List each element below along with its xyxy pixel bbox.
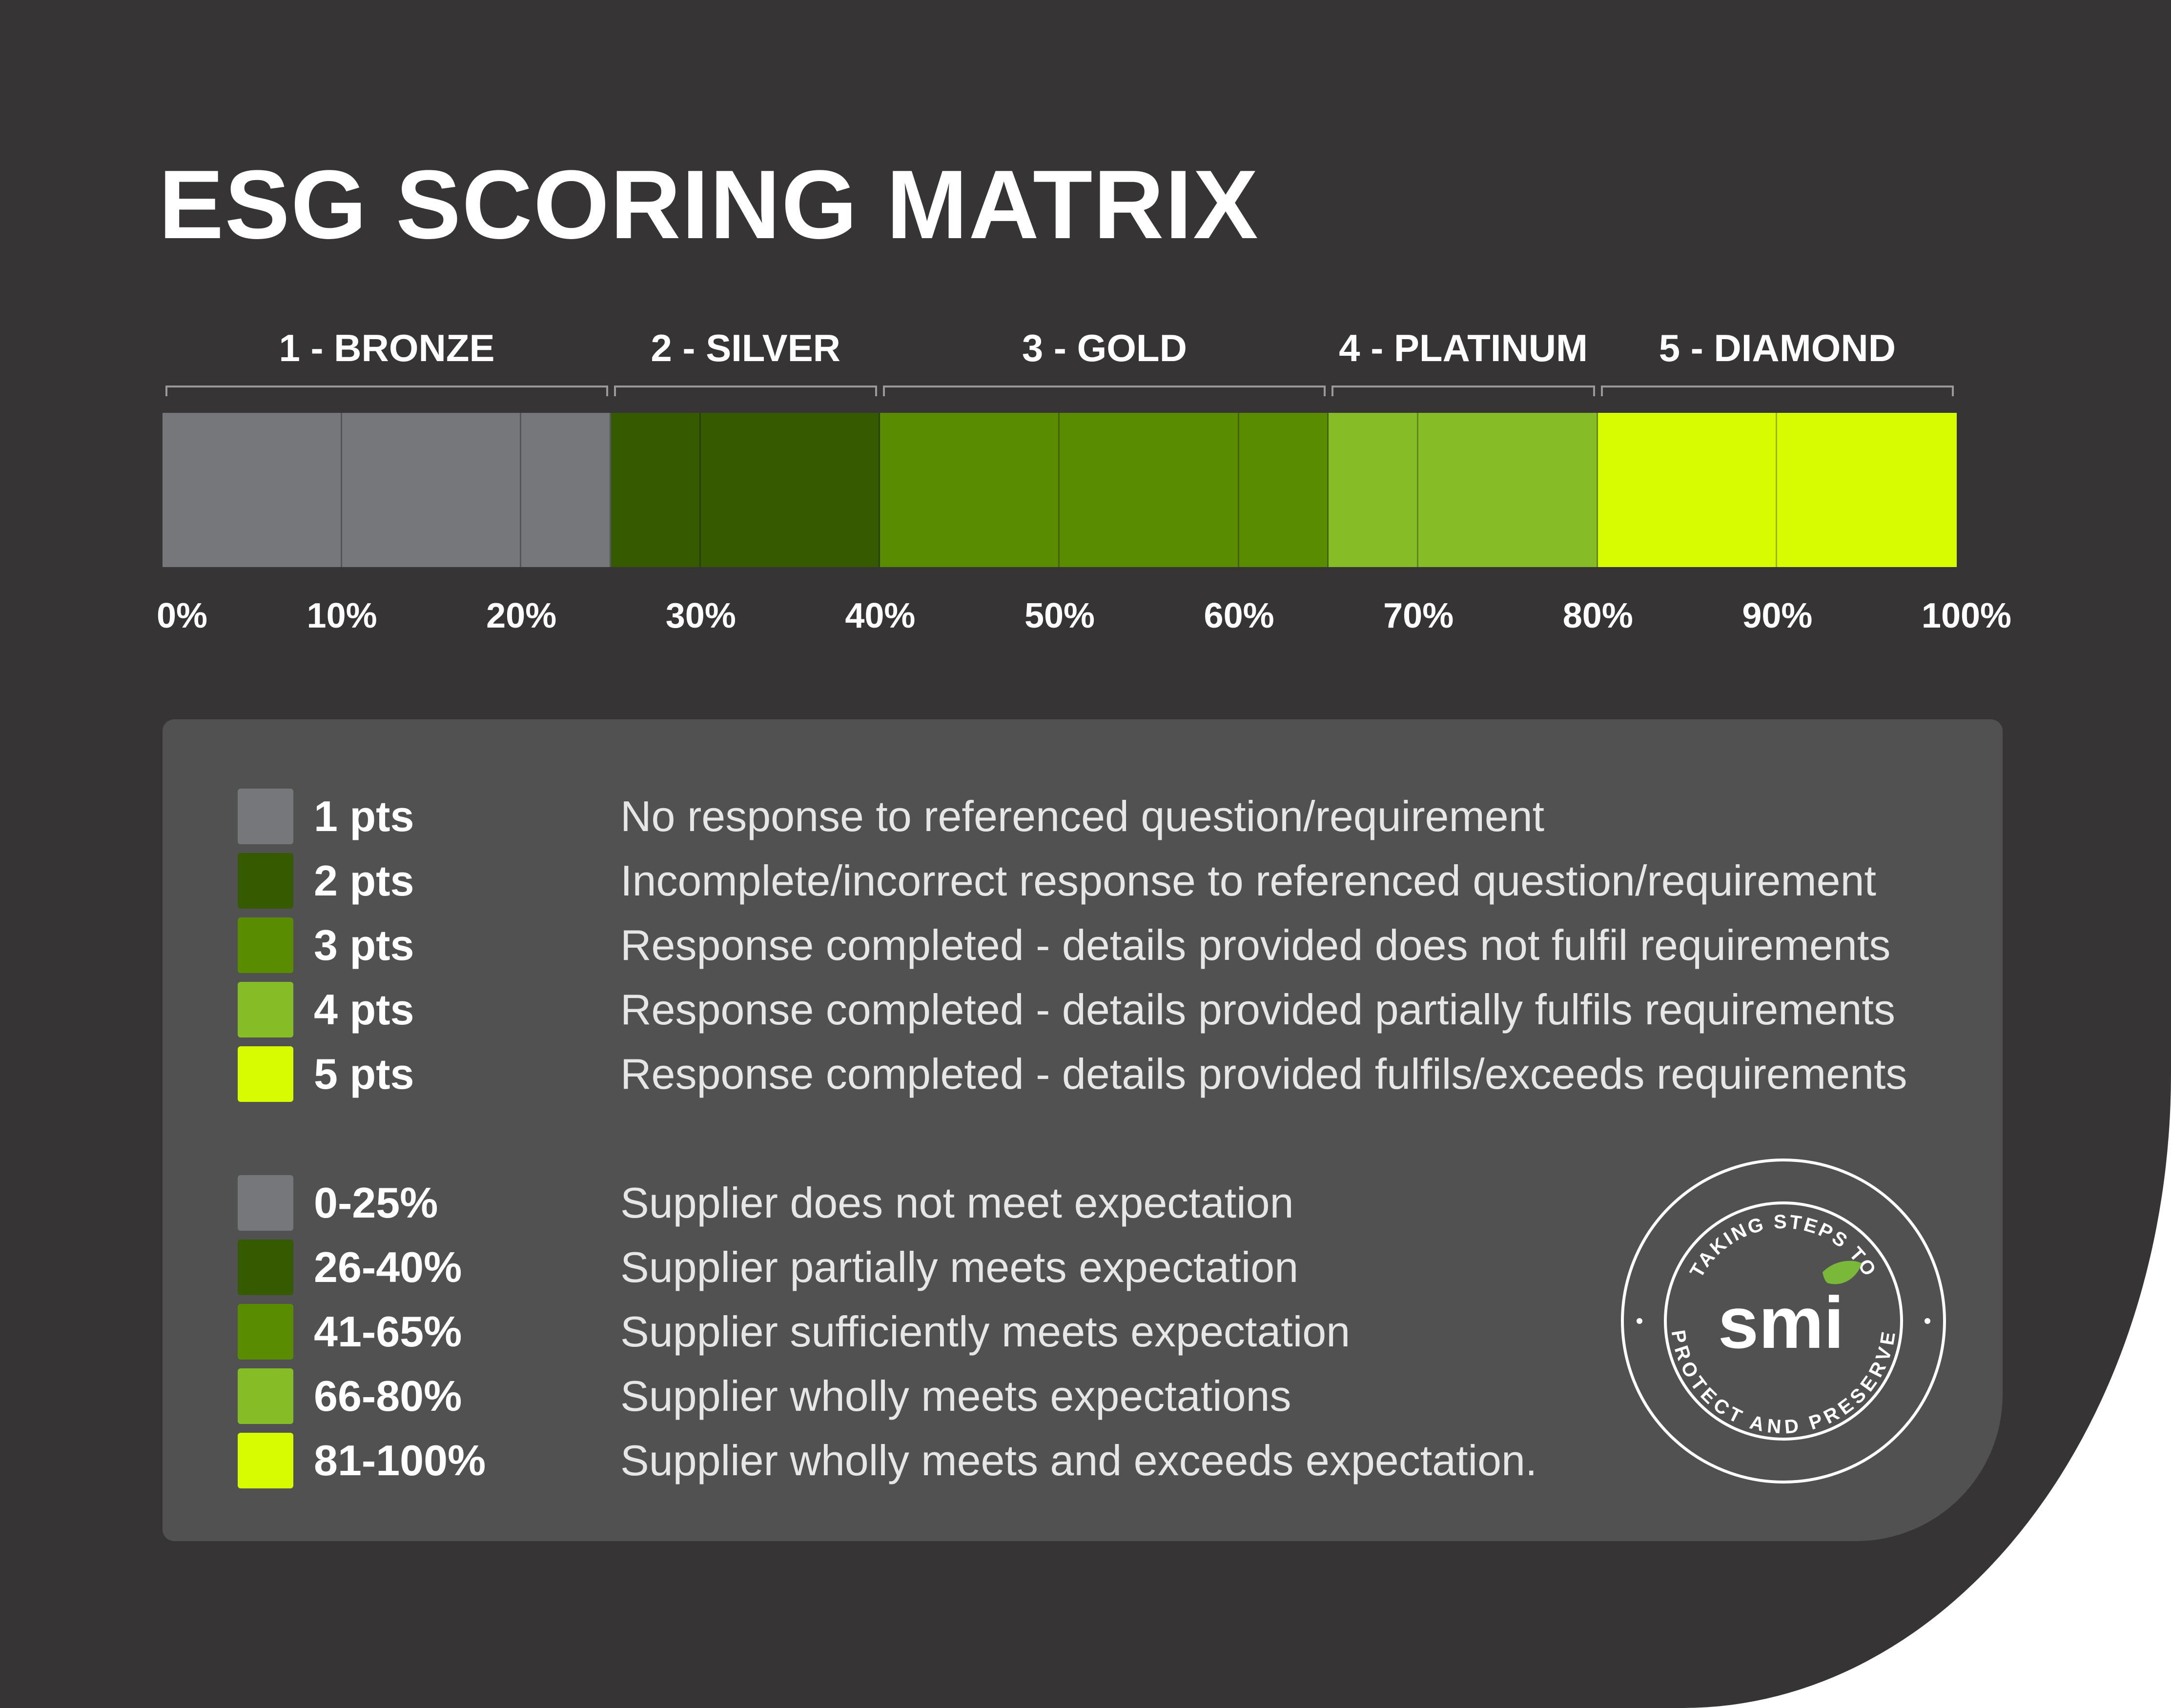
color-swatch <box>238 982 293 1037</box>
legend-row: 0-25% Supplier does not meet expectation <box>238 1171 1897 1231</box>
legend-key: 41-65% <box>314 1307 462 1356</box>
legend-description: Response completed - details provided fu… <box>620 1050 1907 1098</box>
legend-row: 81-100% Supplier wholly meets and exceeds… <box>238 1429 1897 1488</box>
scale-segment <box>1239 413 1329 567</box>
scale-segment <box>163 413 342 567</box>
color-swatch <box>238 1240 293 1295</box>
tier-bracket <box>1331 386 1595 396</box>
smi-badge-svg: TAKING STEPS TO PROTECT AND PRESERVE smi <box>1621 1159 1946 1484</box>
legend-description: Supplier does not meet expectation <box>620 1179 1294 1227</box>
legend-description: No response to referenced question/requi… <box>620 792 1545 840</box>
legend-key: 0-25% <box>314 1179 438 1227</box>
legend-key: 3 pts <box>314 921 414 969</box>
legend-panel: 1 pts No response to referenced question/… <box>163 719 2003 1541</box>
legend-description: Incomplete/incorrect response to referen… <box>620 856 1876 905</box>
legend-row: 5 pts Response completed - details provid… <box>238 1042 1907 1102</box>
legend-row: 2 pts Incomplete/incorrect response to re… <box>238 849 1897 909</box>
legend-key: 81-100% <box>314 1436 486 1484</box>
legend-row: 1 pts No response to referenced question/… <box>238 785 1897 844</box>
badge-dot-left <box>1637 1318 1642 1324</box>
tier-label: 1 - BRONZE <box>279 326 495 369</box>
badge-inner-ring <box>1664 1201 1903 1441</box>
color-swatch <box>238 853 293 909</box>
legend-row: 4 pts Response completed - details provid… <box>238 978 1897 1037</box>
legend-row: 41-65% Supplier sufficiently meets expect… <box>238 1300 1897 1360</box>
scale-segment <box>1329 413 1419 567</box>
tick-label: 30% <box>665 596 736 635</box>
legend-key: 66-80% <box>314 1372 462 1420</box>
tier-label: 5 - DIAMOND <box>1659 326 1896 369</box>
legend-key: 5 pts <box>314 1050 414 1098</box>
legend-description: Supplier wholly meets expectations <box>620 1372 1291 1420</box>
tick-label: 60% <box>1204 596 1274 635</box>
tick-label: 90% <box>1742 596 1813 635</box>
leaf-icon <box>1823 1261 1862 1284</box>
scale-segment <box>1777 413 1957 567</box>
legend-key: 1 pts <box>314 792 414 840</box>
color-swatch <box>238 1046 293 1102</box>
legend-row: 3 pts Response completed - details provid… <box>238 914 1897 973</box>
legend-key: 26-40% <box>314 1243 462 1291</box>
legend-description: Response completed - details provided do… <box>620 921 1891 969</box>
tier-bracket <box>614 386 878 396</box>
legend-row: 26-40% Supplier partially meets expectati… <box>238 1236 1897 1295</box>
scale-segment <box>342 413 522 567</box>
legend-key: 4 pts <box>314 985 414 1034</box>
color-swatch <box>238 1304 293 1360</box>
tick-label: 0% <box>156 596 208 635</box>
tick-label: 20% <box>486 596 557 635</box>
color-swatch <box>238 917 293 973</box>
scale-segment <box>1418 413 1598 567</box>
color-swatch <box>238 789 293 844</box>
scale-segment <box>880 413 1060 567</box>
scale-segment <box>1059 413 1239 567</box>
scale-segment <box>611 413 701 567</box>
page-title: ESG SCORING MATRIX <box>159 150 1259 259</box>
tier-bracket <box>1600 386 1954 396</box>
legend-row: 66-80% Supplier wholly meets expectations <box>238 1364 1897 1424</box>
tick-label: 10% <box>307 596 377 635</box>
tick-label: 40% <box>845 596 916 635</box>
legend-description: Response completed - details provided pa… <box>620 985 1895 1034</box>
color-swatch <box>238 1368 293 1424</box>
tier-bracket <box>165 386 608 396</box>
scale-segment <box>521 413 611 567</box>
scoring-scale-bar <box>163 413 1957 567</box>
legend-description: Supplier sufficiently meets expectation <box>620 1307 1351 1356</box>
tier-label: 2 - SILVER <box>651 326 841 369</box>
badge-dot-right <box>1925 1318 1930 1324</box>
scale-segment <box>1598 413 1778 567</box>
badge-outer-ring <box>1621 1159 1946 1484</box>
legend-description: Supplier wholly meets and exceeds expect… <box>620 1436 1537 1484</box>
scale-segment <box>700 413 881 567</box>
smi-badge-logo: TAKING STEPS TO PROTECT AND PRESERVE smi <box>1618 1155 1949 1487</box>
tick-label: 70% <box>1383 596 1454 635</box>
tier-label: 3 - GOLD <box>1022 326 1187 369</box>
color-swatch <box>238 1433 293 1488</box>
color-swatch <box>238 1175 293 1231</box>
legend-description: Supplier partially meets expectation <box>620 1243 1299 1291</box>
badge-logo-text: smi <box>1718 1281 1844 1363</box>
tick-label: 80% <box>1562 596 1633 635</box>
tick-label: 100% <box>1921 596 2012 635</box>
tick-label: 50% <box>1024 596 1095 635</box>
tier-bracket <box>883 386 1326 396</box>
legend-key: 2 pts <box>314 856 414 905</box>
tier-label: 4 - PLATINUM <box>1339 326 1588 369</box>
